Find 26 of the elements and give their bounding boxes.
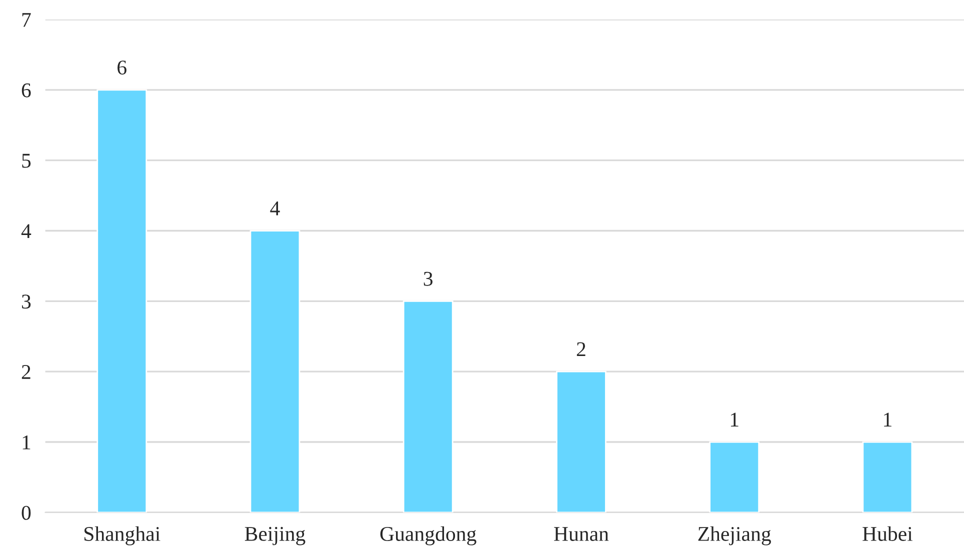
- bar: [250, 230, 300, 512]
- y-tick-label: 1: [22, 435, 30, 450]
- data-label: 1: [884, 412, 892, 426]
- bar: [556, 370, 606, 512]
- bar: [402, 300, 454, 512]
- x-tick-label: Hunan: [554, 527, 609, 541]
- data-label: 3: [424, 272, 432, 286]
- bar: [96, 89, 148, 512]
- data-label: 6: [118, 60, 126, 75]
- data-label: 2: [576, 342, 586, 356]
- data-label: 4: [270, 201, 280, 216]
- y-tick-label: 2: [22, 365, 30, 379]
- y-tick-label: 5: [22, 154, 31, 168]
- y-tick-label: 7: [22, 13, 31, 27]
- y-tick-label: 3: [22, 294, 31, 309]
- bar: [709, 441, 760, 512]
- data-label: 1: [730, 412, 738, 426]
- bar: [862, 441, 913, 512]
- x-tick-label: Beijing: [244, 526, 306, 546]
- x-tick-label: Guangdong: [380, 526, 476, 546]
- y-tick-label: 6: [22, 83, 31, 98]
- x-tick-label: Zhejiang: [698, 526, 771, 546]
- x-tick-label: Shanghai: [84, 526, 160, 546]
- x-tick-label: Hubei: [862, 526, 912, 541]
- y-tick-label: 4: [21, 224, 32, 238]
- y-tick-label: 0: [22, 506, 31, 520]
